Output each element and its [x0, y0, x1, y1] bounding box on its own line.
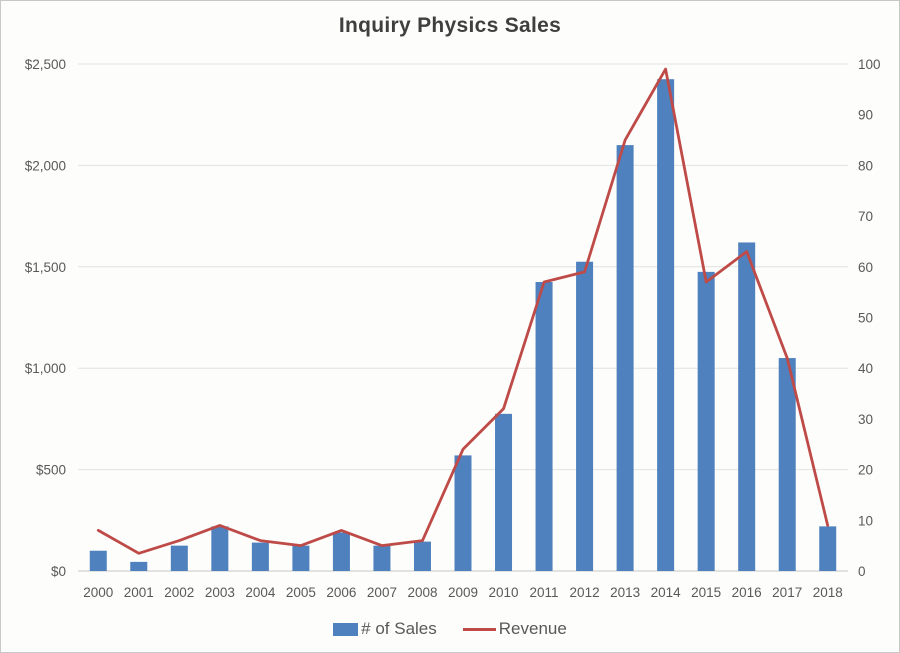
x-axis-tick-label: 2009 — [448, 585, 478, 600]
bar-2013 — [616, 145, 634, 571]
x-axis-tick-label: 2015 — [691, 585, 721, 600]
y-axis-left-tick-label: $2,500 — [25, 57, 66, 72]
bar-2010 — [495, 413, 513, 571]
bar-2008 — [413, 541, 431, 571]
chart-title: Inquiry Physics Sales — [338, 14, 562, 37]
x-axis-tick-label: 2000 — [83, 585, 113, 600]
bar-2014 — [657, 79, 675, 572]
x-axis-tick-label: 2012 — [570, 585, 600, 600]
sales-series-swatch-icon — [333, 622, 359, 636]
x-axis-tick-label: 2013 — [610, 585, 640, 600]
bar-2002 — [170, 545, 188, 571]
bar-2012 — [576, 261, 594, 571]
y-axis-right-tick-label: 80 — [858, 158, 873, 173]
x-axis-tick-label: 2006 — [326, 585, 356, 600]
bar-2018 — [819, 526, 837, 571]
bar-2005 — [292, 545, 310, 571]
x-axis-tick-label: 2014 — [651, 585, 682, 600]
legend-item-sales: # of Sales — [333, 619, 437, 639]
y-axis-left-tick-label: $1,000 — [25, 361, 66, 376]
y-axis-right-tick-label: 90 — [858, 108, 873, 123]
x-axis-tick-label: 2007 — [367, 585, 397, 600]
revenue-series-label: Revenue — [498, 619, 567, 638]
bar-2009 — [454, 455, 472, 571]
y-axis-right-tick-label: 70 — [858, 209, 873, 224]
y-axis-right-tick-label: 100 — [858, 57, 881, 72]
bar-2004 — [251, 542, 269, 571]
x-axis-tick-label: 2001 — [124, 585, 154, 600]
bar-2015 — [697, 271, 715, 571]
bar-2006 — [332, 532, 350, 571]
x-axis-tick-label: 2011 — [530, 585, 559, 600]
x-axis-tick-label: 2008 — [407, 585, 437, 600]
x-axis-tick-label: 2003 — [205, 585, 235, 600]
y-axis-left-tick-label: $2,000 — [25, 158, 66, 173]
bar-2000 — [89, 550, 107, 571]
sales-series-label: # of Sales — [361, 619, 437, 638]
y-axis-right-tick-label: 10 — [858, 513, 873, 528]
revenue-series-swatch-icon — [462, 627, 496, 631]
x-axis-tick-label: 2018 — [813, 585, 843, 600]
bar-2001 — [130, 561, 148, 571]
x-axis-tick-label: 2002 — [164, 585, 194, 600]
y-axis-left-tick-label: $0 — [51, 564, 66, 579]
y-axis-left-tick-label: $1,500 — [25, 260, 66, 275]
x-axis-tick-label: 2010 — [489, 585, 519, 600]
revenue-line — [96, 67, 830, 555]
y-axis-right-tick-label: 40 — [858, 361, 873, 376]
bar-2003 — [211, 526, 229, 571]
bar-2011 — [535, 282, 553, 571]
bar-2007 — [373, 545, 391, 571]
y-axis-left-tick-label: $500 — [36, 463, 66, 478]
x-axis-tick-label: 2016 — [732, 585, 762, 600]
bar-2017 — [778, 358, 796, 571]
chart-legend: # of Sales Revenue — [1, 615, 899, 643]
x-axis-tick-label: 2005 — [286, 585, 316, 600]
legend-item-revenue: Revenue — [462, 619, 567, 639]
y-axis-right-tick-label: 50 — [858, 311, 873, 326]
bar-2016 — [738, 242, 756, 572]
x-axis-tick-label: 2004 — [245, 585, 276, 600]
y-axis-right-tick-label: 30 — [858, 412, 873, 427]
y-axis-right-tick-label: 60 — [858, 260, 873, 275]
y-axis-right-tick-label: 20 — [858, 463, 873, 478]
x-axis-tick-label: 2017 — [772, 585, 802, 600]
y-axis-right-tick-label: 0 — [858, 564, 866, 579]
